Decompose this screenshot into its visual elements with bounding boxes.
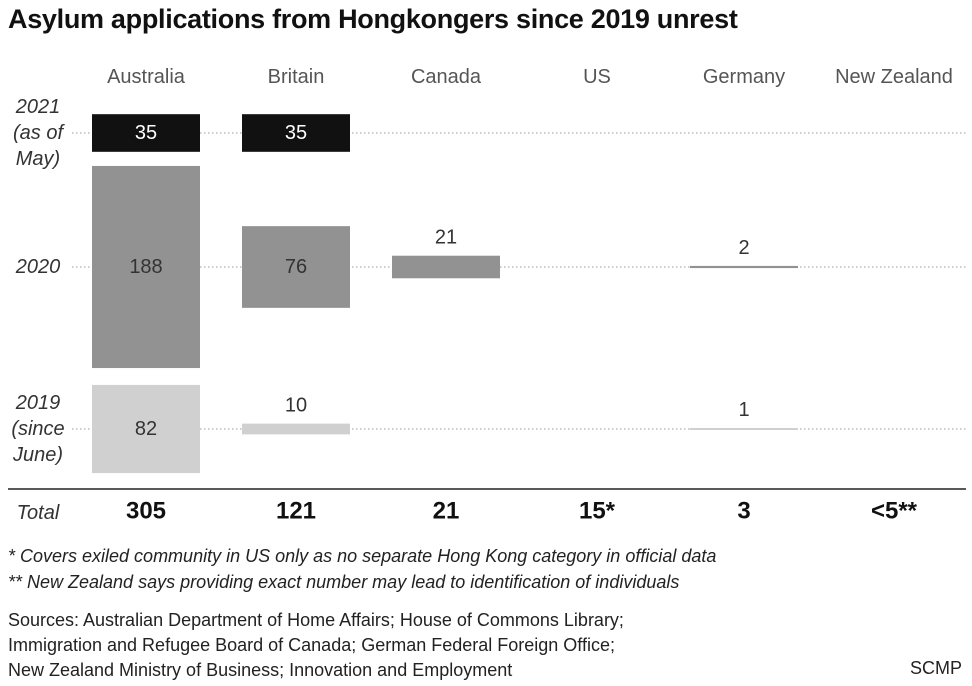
total-label: Total	[17, 502, 60, 524]
data-label: 76	[285, 256, 307, 278]
bar-2020-britain	[242, 226, 350, 308]
row-label-line: (since	[11, 418, 64, 440]
data-label: 2	[738, 237, 749, 259]
bar-2020-germany	[690, 265, 798, 269]
total-value-germany: 3	[737, 498, 750, 525]
bar-2019-australia	[92, 384, 200, 474]
column-header-us: US	[583, 66, 611, 88]
source-line-2: Immigration and Refugee Board of Canada;…	[8, 635, 615, 655]
row-label-line: May)	[16, 148, 60, 170]
total-value-britain: 121	[276, 498, 316, 525]
data-label: 1	[738, 399, 749, 421]
column-header-britain: Britain	[268, 66, 325, 88]
data-label: 188	[129, 256, 162, 278]
row-label-line: 2019	[15, 392, 61, 414]
source-line-1: Sources: Australian Department of Home A…	[8, 610, 624, 630]
row-label-line: 2021	[15, 96, 61, 118]
footnote-nz: ** New Zealand says providing exact numb…	[8, 572, 680, 592]
source-line-3: New Zealand Ministry of Business; Innova…	[8, 660, 513, 680]
total-value-australia: 305	[126, 498, 166, 525]
bar-2019-britain	[242, 423, 350, 435]
data-label: 35	[135, 122, 157, 144]
bar-2021-australia	[92, 114, 200, 152]
data-label: 82	[135, 418, 157, 440]
total-value-canada: 21	[433, 498, 460, 525]
chart: Australia Britain Canada US Germany New Zeala…	[8, 66, 966, 525]
column-header-new-zealand: New Zealand	[835, 66, 953, 88]
column-header-australia: Australia	[107, 66, 186, 88]
column-header-canada: Canada	[411, 66, 482, 88]
data-label: 21	[435, 227, 457, 249]
bar-2020-australia	[92, 165, 200, 369]
row-label-line: June)	[12, 444, 63, 466]
row-label-line: 2020	[15, 256, 61, 278]
total-value-us: 15*	[579, 498, 616, 525]
total-value-new-zealand: <5**	[871, 498, 918, 525]
bar-2020-canada	[392, 255, 500, 279]
bar-2021-britain	[242, 114, 350, 152]
chart-title: Asylum applications from Hongkongers sin…	[8, 4, 738, 34]
bar-2019-germany	[690, 428, 798, 430]
data-label: 35	[285, 122, 307, 144]
row-label-line: (as of	[13, 122, 65, 144]
brand-label: SCMP	[909, 658, 962, 678]
data-label: 10	[285, 395, 307, 417]
column-header-germany: Germany	[703, 66, 785, 88]
footnote-us: * Covers exiled community in US only as …	[8, 546, 717, 566]
